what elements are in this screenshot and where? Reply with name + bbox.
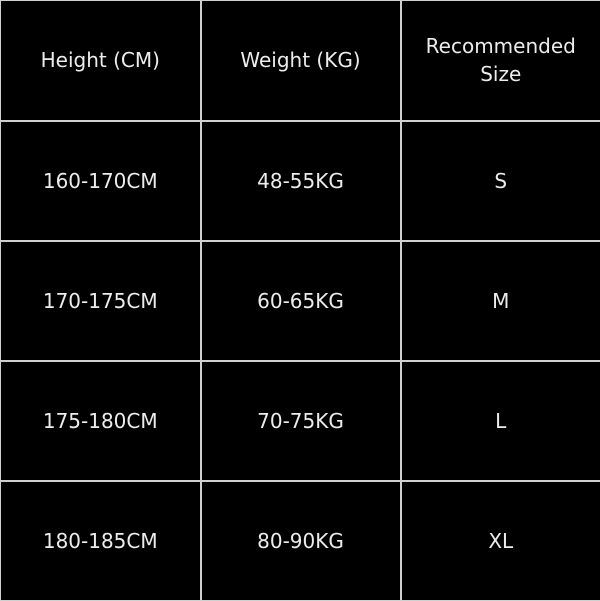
cell-size: M (401, 241, 600, 361)
header-weight: Weight (KG) (201, 1, 401, 121)
table-row: 175-180CM 70-75KG L (1, 361, 600, 481)
header-height: Height (CM) (1, 1, 201, 121)
cell-height: 160-170CM (1, 121, 201, 241)
cell-size: L (401, 361, 600, 481)
cell-weight: 70-75KG (201, 361, 401, 481)
cell-height: 170-175CM (1, 241, 201, 361)
cell-weight: 48-55KG (201, 121, 401, 241)
cell-size: S (401, 121, 600, 241)
cell-height: 180-185CM (1, 481, 201, 601)
table-row: 160-170CM 48-55KG S (1, 121, 600, 241)
table-row: 170-175CM 60-65KG M (1, 241, 600, 361)
cell-weight: 80-90KG (201, 481, 401, 601)
cell-weight: 60-65KG (201, 241, 401, 361)
table-row: 180-185CM 80-90KG XL (1, 481, 600, 601)
header-row: Height (CM) Weight (KG) Recommended Size (1, 1, 600, 121)
cell-height: 175-180CM (1, 361, 201, 481)
header-size: Recommended Size (401, 1, 600, 121)
cell-size: XL (401, 481, 600, 601)
